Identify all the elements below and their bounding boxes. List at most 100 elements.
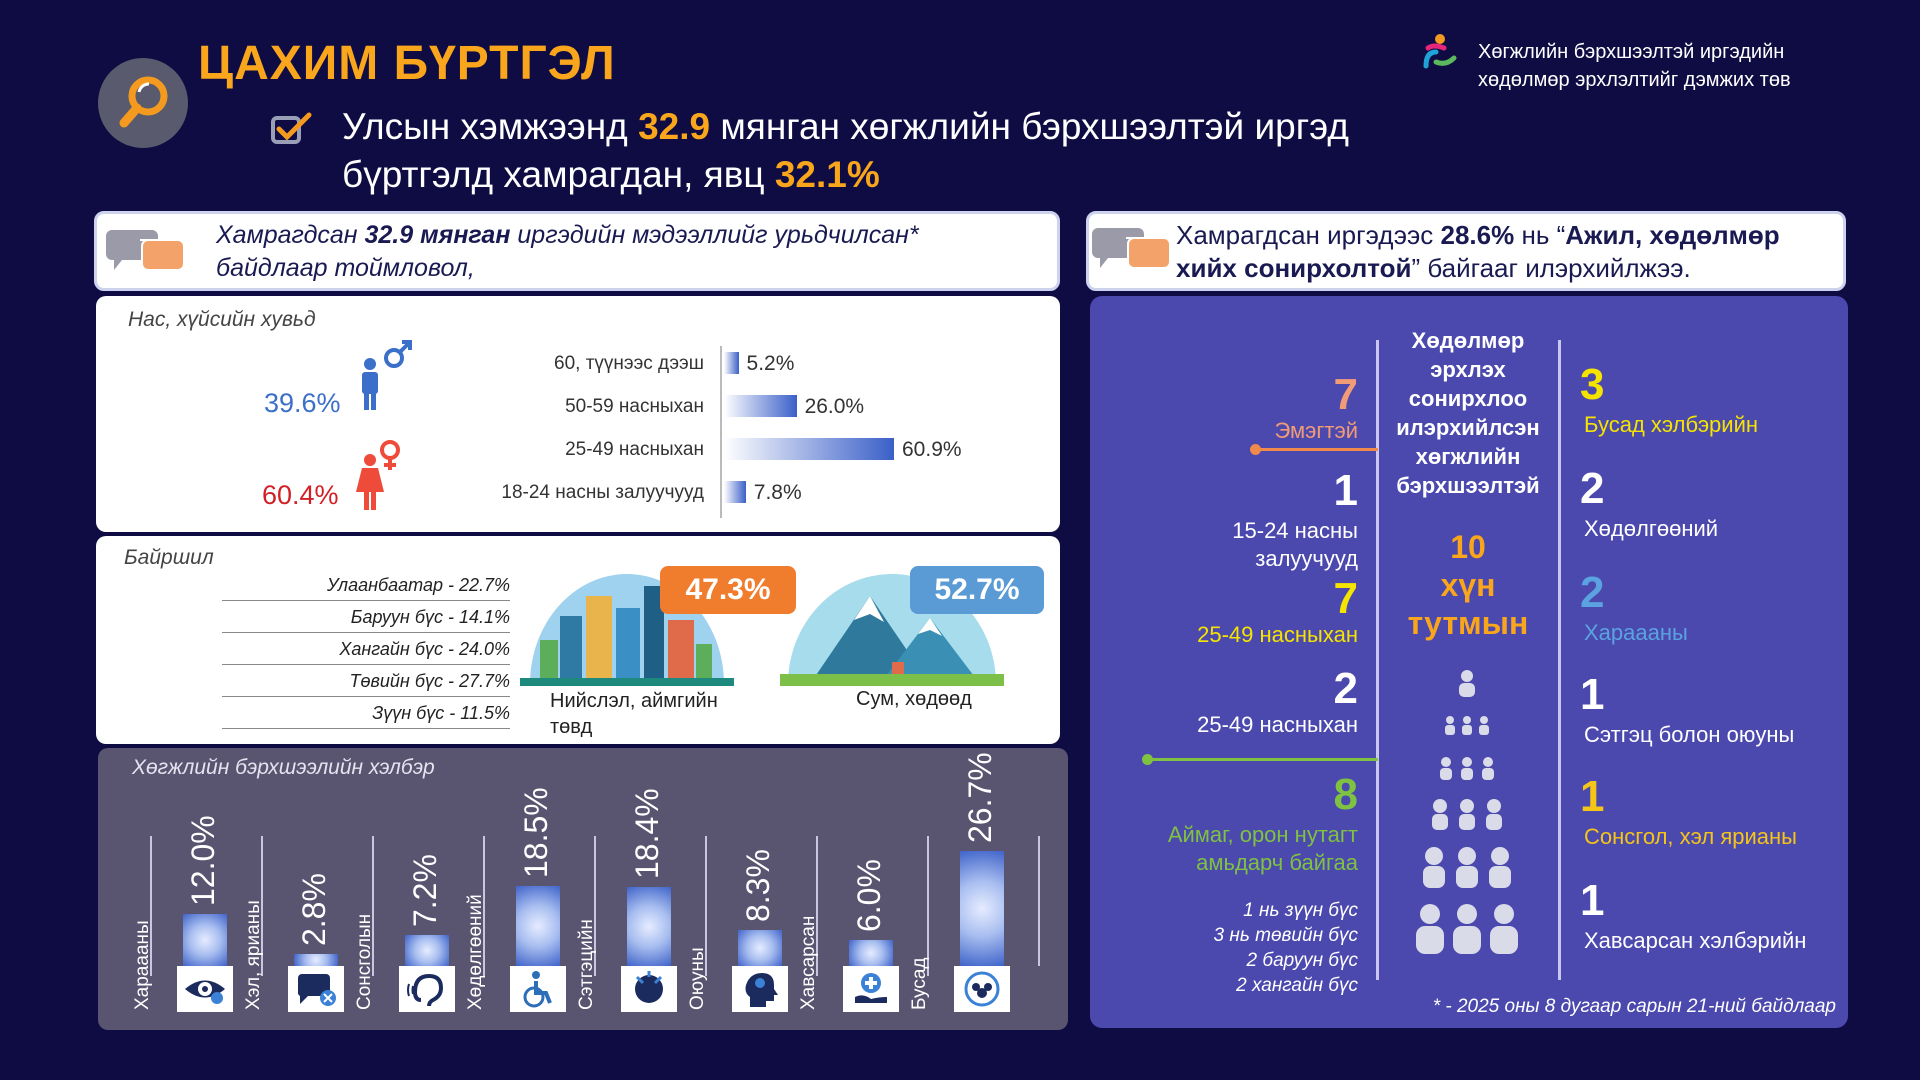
rural-percent-badge: 52.7% — [910, 566, 1044, 614]
disability-type-percent: 18.5% — [518, 787, 554, 879]
disability-type-bar — [183, 914, 227, 966]
age-gender-panel — [96, 296, 1060, 532]
age-gender-label: Нас, хүйсийн хувьд — [128, 308, 316, 331]
disability-type-bar — [294, 953, 338, 966]
employment-right-label: Сонсгол, хэл ярианы — [1584, 824, 1797, 849]
employment-right-number: 2 — [1580, 568, 1605, 617]
employment-left-number: 7 — [1333, 574, 1358, 623]
age-group-label: 50-59 насныхан — [565, 396, 704, 417]
center-title-line: бэрхшээлтэй — [1396, 473, 1540, 498]
male-percent: 39.6% — [264, 388, 341, 418]
separator-line — [1038, 836, 1040, 966]
people-pyramid-icon — [1412, 668, 1522, 968]
left-callout — [94, 211, 1060, 291]
employment-right-number: 2 — [1580, 464, 1605, 513]
org-logo-icon — [1420, 32, 1464, 76]
region-row: Төвийн бүс - 27.7% — [222, 666, 510, 697]
female-percent: 60.4% — [262, 480, 339, 510]
age-group-bar — [724, 395, 797, 417]
disability-type-bar — [627, 886, 671, 966]
disability-type-percent: 7.2% — [407, 854, 443, 927]
disability-type-name: Сонсголын — [354, 913, 375, 1010]
employment-left-number: 2 — [1333, 664, 1358, 713]
employment-left-label: 15-24 насны — [1232, 518, 1358, 543]
wheelchair-icon — [510, 966, 566, 1012]
mental-icon — [621, 966, 677, 1012]
separator-line — [705, 836, 707, 976]
age-group-bar — [724, 481, 746, 503]
aimag-connector-dot — [1142, 754, 1153, 765]
separator-line — [261, 836, 263, 976]
age-axis-line — [720, 346, 722, 518]
ear-icon — [399, 966, 455, 1012]
age-group-value: 5.2% — [746, 352, 795, 375]
disability-type-bar — [516, 886, 560, 966]
male-icon — [356, 340, 416, 412]
region-detail-line: 2 баруун бүс — [1246, 950, 1358, 971]
employment-right-number: 1 — [1580, 876, 1605, 925]
employment-left-number: 1 — [1333, 466, 1358, 515]
disability-type-bar — [960, 851, 1004, 966]
footnote: * - 2025 оны 8 дугаар сарын 21-ний байдл… — [1432, 996, 1836, 1017]
women-connector-line — [1254, 448, 1378, 451]
page-title: ЦАХИМ БҮРТГЭЛ — [198, 37, 616, 90]
separator-line — [150, 836, 152, 976]
employment-right-label: Хараааны — [1584, 620, 1688, 645]
disability-type-name: Оюуны — [687, 947, 708, 1010]
female-icon — [352, 438, 412, 512]
employment-left-label: 25-49 насныхан — [1197, 712, 1358, 737]
employment-left-label: амьдарч байгаа — [1196, 850, 1358, 875]
medical-icon — [843, 966, 899, 1012]
age-group-label: 18-24 насны залуучууд — [501, 482, 704, 503]
age-group-bar — [724, 438, 894, 460]
disability-type-name: Хавсарсан — [798, 915, 819, 1010]
age-group-value: 26.0% — [804, 395, 865, 418]
regions-detail: 1 нь зүүн бүс 3 нь төвийн бүс 2 баруун бүс… — [1214, 898, 1358, 998]
speech-icon — [288, 966, 344, 1012]
employment-right-label: Бусад хэлбэрийн — [1584, 412, 1759, 437]
disability-types-label: Хөгжлийн бэрхшээлийн хэлбэр — [132, 756, 435, 779]
employment-left-label: 25-49 насныхан — [1197, 622, 1358, 647]
magnifier-icon — [98, 58, 188, 148]
separator-line — [483, 836, 485, 976]
headline-line-2: бүртгэлд хамрагдан, явц 32.1% — [342, 154, 880, 195]
disability-type-name: Хараааны — [132, 920, 153, 1010]
employment-left-label: Аймаг, орон нутагт — [1167, 822, 1358, 847]
age-group-label: 60, түүнээс дээш — [554, 353, 704, 374]
employment-left-label: залуучууд — [1255, 546, 1358, 571]
region-row: Баруун бүс - 14.1% — [222, 602, 510, 633]
center-title-line: Хөдөлмөр — [1411, 328, 1525, 353]
region-detail-line: 1 нь зүүн бүс — [1243, 900, 1358, 921]
employment-right-number: 3 — [1580, 360, 1605, 409]
employment-left-number: 7 — [1333, 370, 1358, 419]
disability-type-name: Хэл, ярианы — [243, 900, 264, 1010]
region-detail-line: 3 нь төвийн бүс — [1213, 925, 1358, 946]
separator-line — [816, 836, 818, 976]
disability-type-percent: 12.0% — [185, 815, 221, 907]
employment-right-number: 1 — [1580, 772, 1605, 821]
disability-type-bar — [849, 940, 893, 966]
disability-type-bar — [738, 930, 782, 966]
employment-right-label: Хөдөлгөөний — [1584, 516, 1719, 541]
region-detail-line: 2 хангайн бүс — [1236, 975, 1358, 996]
divider-left — [1376, 340, 1379, 980]
center-title-line: илэрхийлсэн — [1396, 415, 1540, 440]
center-count: 10 хүн тутмын — [1407, 529, 1529, 641]
disability-types-panel — [98, 748, 1068, 1030]
brain-icon — [732, 966, 788, 1012]
disability-type-percent: 18.4% — [629, 788, 665, 879]
disability-type-name: Сэтгэцийн — [576, 919, 597, 1010]
aimag-connector-line — [1146, 758, 1378, 761]
region-row: Хангайн бүс - 24.0% — [222, 634, 510, 665]
employment-right-number: 1 — [1580, 670, 1605, 719]
disability-type-bar — [405, 934, 449, 966]
right-callout-text: Хамрагдсан иргэдээс 28.6% нь “Ажил, хөдө… — [1176, 220, 1780, 283]
separator-line — [372, 836, 374, 976]
city-percent-badge: 47.3% — [660, 566, 796, 614]
left-callout-text: Хамрагдсан 32.9 мянган иргэдийн мэдээлли… — [216, 221, 919, 282]
region-row: Зүүн бүс - 11.5% — [222, 698, 510, 729]
rural-label: Сум, хөдөөд — [856, 688, 972, 710]
age-group-value: 7.8% — [753, 481, 802, 504]
disability-type-percent: 2.8% — [296, 873, 332, 946]
age-group-label: 25-49 насныхан — [565, 439, 704, 460]
